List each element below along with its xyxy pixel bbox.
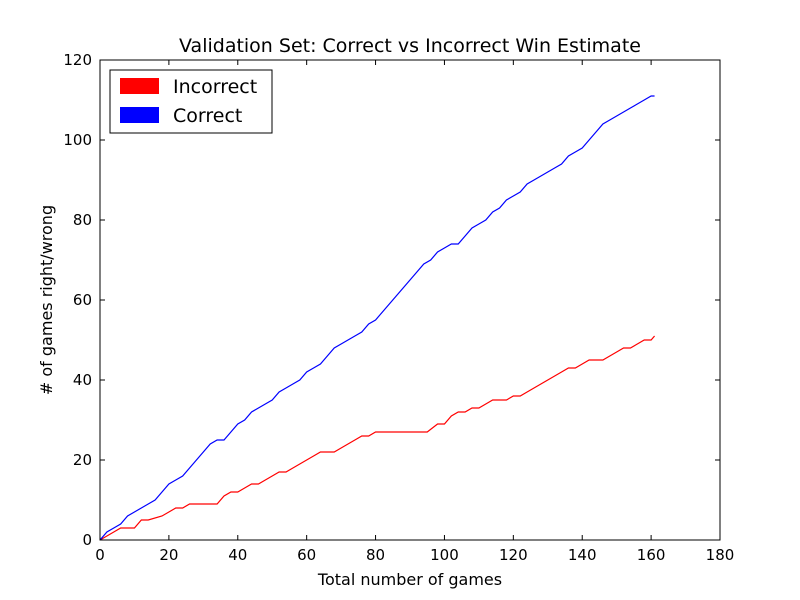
x-tick-label: 0 (95, 546, 105, 564)
legend-swatch-correct (120, 107, 159, 123)
legend-swatch-incorrect (120, 78, 159, 94)
series-line-incorrect (99, 335, 656, 541)
y-axis-label: # of games right/wrong (37, 205, 56, 395)
x-tick-label: 20 (159, 546, 178, 564)
x-tick-label: 120 (499, 546, 528, 564)
x-tick-label: 180 (706, 546, 735, 564)
x-tick-label: 40 (228, 546, 247, 564)
legend-label-correct: Correct (173, 105, 242, 127)
x-tick-label: 60 (297, 546, 316, 564)
y-tick-label: 80 (73, 211, 92, 229)
x-tick-label: 140 (568, 546, 597, 564)
x-tick-label: 100 (430, 546, 459, 564)
y-tick-label: 60 (73, 291, 92, 309)
y-tick-label: 0 (82, 531, 92, 549)
y-tick-label: 100 (63, 131, 92, 149)
chart-title: Validation Set: Correct vs Incorrect Win… (179, 35, 641, 57)
y-tick-label: 20 (73, 451, 92, 469)
y-tick-label: 120 (63, 51, 92, 69)
x-tick-label: 160 (637, 546, 666, 564)
x-tick-label: 80 (366, 546, 385, 564)
legend: Incorrect Correct (109, 69, 273, 134)
x-axis-label: Total number of games (317, 570, 502, 589)
plot-background (100, 60, 720, 540)
y-tick-label: 40 (73, 371, 92, 389)
series-line-correct (99, 95, 655, 541)
ticks-layer: 0 20 40 60 80 100 120 140 160 180 0 20 40 60 80 100 120 (63, 51, 734, 564)
legend-label-incorrect: Incorrect (173, 76, 257, 98)
series-layer (99, 95, 656, 541)
